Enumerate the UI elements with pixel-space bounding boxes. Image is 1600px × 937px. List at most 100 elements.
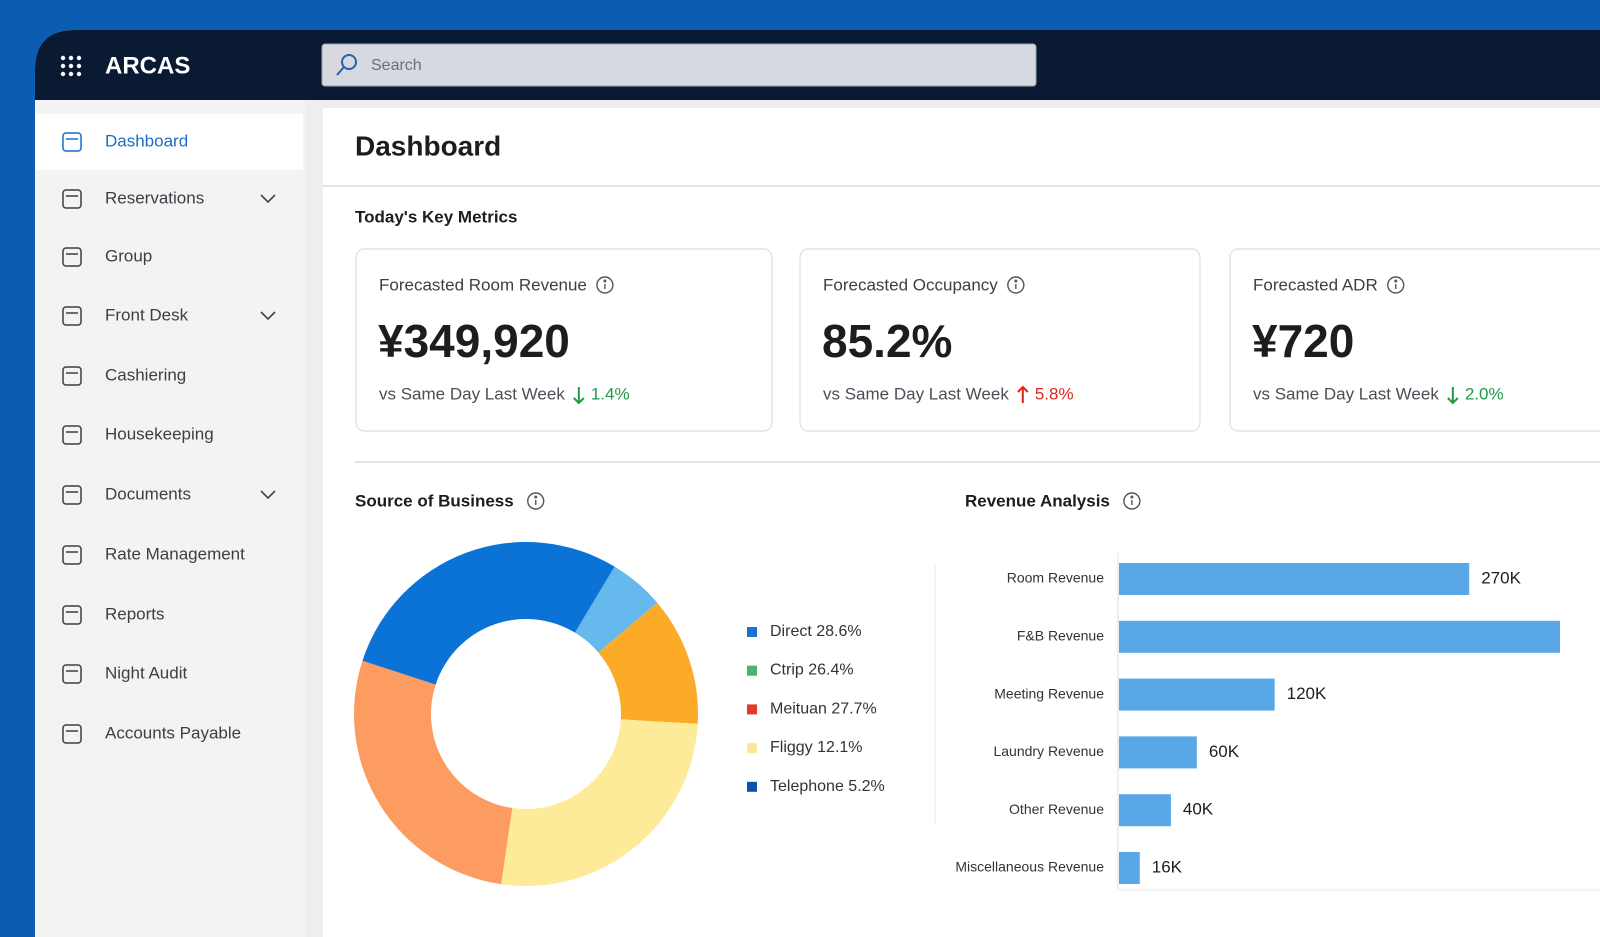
nav-label: Reservations — [105, 188, 204, 207]
nav-item[interactable]: Documents — [62, 484, 276, 505]
apps-icon[interactable] — [60, 55, 82, 77]
app-name: ARCAS — [105, 52, 190, 79]
metric-change: 2.0% — [1465, 384, 1504, 403]
change-arrow — [1447, 387, 1459, 405]
bar-value-label: 16K — [1152, 857, 1183, 876]
info-icon[interactable] — [1387, 276, 1405, 294]
nav-item[interactable]: Cashiering — [62, 365, 186, 386]
metric-card — [799, 248, 1201, 432]
chart-title: Source of Business — [355, 491, 514, 510]
nav-item[interactable]: Front Desk — [62, 305, 276, 326]
legend-value: 5.2% — [848, 778, 884, 795]
donut-slice — [501, 719, 698, 886]
bar-category: Miscellaneous Revenue — [955, 859, 1104, 875]
metric-card — [355, 248, 773, 432]
search-icon — [336, 54, 357, 76]
info-circle — [1123, 492, 1141, 510]
nav-icon — [62, 366, 82, 386]
nav-label: Cashiering — [105, 365, 186, 384]
nav-label: Dashboard — [105, 131, 188, 150]
info-circle — [1007, 276, 1025, 294]
nav-chevron — [260, 311, 276, 321]
nav-item[interactable]: Dashboard — [35, 114, 303, 170]
nav-item[interactable]: Night Audit — [62, 663, 187, 684]
nav-icon — [62, 664, 82, 684]
bar-value-label: 40K — [1183, 800, 1214, 819]
section-title: Today's Key Metrics — [355, 207, 517, 226]
metric-change: 1.4% — [591, 384, 630, 403]
nav-label: Reports — [105, 604, 165, 623]
donut-slice — [574, 566, 658, 653]
donut-slice — [354, 660, 513, 885]
legend-value: 28.6% — [816, 623, 861, 640]
legend-category: Meituan — [770, 701, 827, 718]
info-icon[interactable] — [1123, 492, 1141, 510]
nav-icon — [62, 485, 82, 505]
metric-card — [1229, 248, 1600, 432]
metric-value: 85.2% — [822, 315, 952, 367]
bar-category: Laundry Revenue — [993, 743, 1104, 759]
bar — [1119, 563, 1470, 595]
nav-icon — [62, 425, 82, 445]
bar — [1119, 794, 1171, 827]
nav-chevron — [260, 490, 276, 500]
nav-item[interactable]: Accounts Payable — [62, 723, 241, 744]
metric-comparison: vs Same Day Last Week — [823, 384, 1009, 403]
search-box[interactable] — [321, 43, 1037, 87]
nav-item[interactable]: Group — [62, 246, 152, 267]
legend-label: Meituan 27.7% — [770, 701, 877, 718]
bar-value-label: 120K — [1287, 684, 1327, 703]
change-arrow — [1017, 385, 1029, 403]
metric-label: Forecasted Room Revenue — [379, 275, 587, 294]
info-circle — [527, 492, 545, 510]
nav-label: Group — [105, 246, 152, 265]
bar-category: Other Revenue — [1009, 801, 1104, 817]
legend-category: Fliggy — [770, 739, 813, 756]
main-panel — [323, 108, 1600, 937]
nav-icon — [62, 545, 82, 565]
bar — [1119, 736, 1197, 769]
legend-label: Ctrip 26.4% — [770, 662, 854, 679]
legend-swatch — [747, 704, 757, 715]
nav-chevron — [260, 194, 276, 204]
bar-category: F&B Revenue — [1017, 628, 1104, 644]
nav-icon — [62, 132, 82, 152]
nav-icon — [62, 724, 82, 744]
bar — [1119, 852, 1140, 884]
info-dot — [1014, 279, 1018, 283]
nav-item[interactable]: Reports — [62, 604, 165, 625]
nav-item[interactable]: Housekeeping — [62, 424, 214, 445]
nav-label: Rate Management — [105, 544, 245, 563]
nav-item[interactable]: Reservations — [62, 188, 276, 209]
chart-title: Revenue Analysis — [965, 491, 1110, 510]
bar-category: Room Revenue — [1007, 570, 1104, 586]
info-dot — [534, 495, 538, 499]
legend-swatch — [747, 665, 757, 676]
nav-item[interactable]: Rate Management — [62, 544, 245, 565]
nav-label: Accounts Payable — [105, 723, 241, 742]
legend-category: Telephone — [770, 778, 844, 795]
legend-swatch — [747, 781, 757, 792]
bar — [1119, 620, 1560, 653]
legend-label: Telephone 5.2% — [770, 778, 885, 795]
metric-comparison: vs Same Day Last Week — [379, 384, 565, 403]
info-icon[interactable] — [1007, 276, 1025, 294]
info-icon[interactable] — [527, 492, 545, 510]
info-dot — [1130, 495, 1134, 499]
metric-value: ¥349,920 — [378, 315, 570, 367]
metric-label: Forecasted ADR — [1253, 275, 1378, 294]
charts: Source of Business Direct 28.6% Ctrip 26.4… — [354, 491, 1600, 891]
legend-category: Direct — [770, 623, 812, 640]
page-title: Dashboard — [355, 130, 501, 161]
metric-comparison: vs Same Day Last Week — [1253, 384, 1439, 403]
search-placeholder: Search — [371, 57, 422, 74]
metric-label: Forecasted Occupancy — [823, 275, 998, 294]
legend-value: 26.4% — [808, 662, 853, 679]
sidebar — [35, 100, 305, 937]
nav-icon — [62, 605, 82, 625]
donut-slice — [598, 602, 698, 724]
info-icon[interactable] — [596, 276, 614, 294]
info-dot — [1394, 279, 1398, 283]
info-dot — [603, 279, 607, 283]
legend-swatch — [747, 743, 757, 754]
